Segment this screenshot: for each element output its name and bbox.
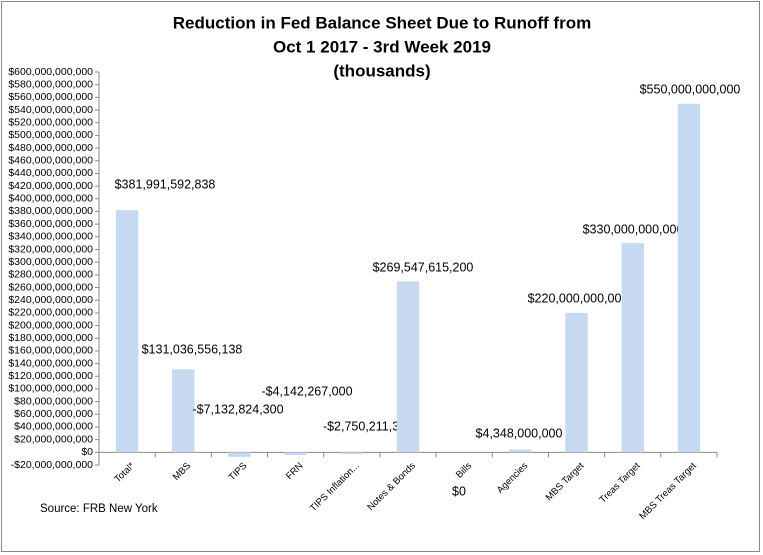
y-tick-label: $520,000,000,000: [8, 116, 93, 128]
bar: [284, 452, 307, 455]
y-tick-label: $240,000,000,000: [8, 294, 93, 306]
value-label: $330,000,000,000: [583, 222, 684, 236]
y-tick-label: $280,000,000,000: [8, 269, 93, 281]
y-tick-label: $580,000,000,000: [8, 78, 93, 90]
bar: [565, 312, 588, 453]
value-label: -$2,750,211,365: [323, 419, 413, 433]
y-tick-label: $380,000,000,000: [8, 205, 93, 217]
source-note: Source: FRB New York: [40, 503, 158, 515]
bar: [228, 452, 251, 457]
chart-title: (thousands): [333, 61, 430, 80]
y-tick-label: $140,000,000,000: [8, 357, 93, 369]
y-tick-label: $80,000,000,000: [14, 395, 93, 407]
value-label: $550,000,000,000: [640, 82, 741, 96]
y-tick-label: $160,000,000,000: [8, 345, 93, 357]
y-tick-label: $500,000,000,000: [8, 129, 93, 141]
value-label: -$4,142,267,000: [261, 384, 352, 398]
value-label: $220,000,000,000: [528, 291, 629, 305]
y-tick-label: $420,000,000,000: [8, 180, 93, 192]
bar: [621, 243, 644, 453]
y-tick-label: $340,000,000,000: [8, 231, 93, 243]
y-tick-label: $460,000,000,000: [8, 155, 93, 167]
bar: [115, 210, 139, 453]
value-label: -$7,132,824,300: [192, 402, 283, 416]
y-tick-label: $600,000,000,000: [8, 66, 93, 78]
y-tick-label: $540,000,000,000: [8, 104, 93, 116]
bar: [340, 452, 364, 455]
y-tick-label: $360,000,000,000: [8, 218, 93, 230]
chart-title: Oct 1 2017 - 3rd Week 2019: [273, 37, 491, 56]
y-tick-label: $60,000,000,000: [14, 408, 93, 420]
y-tick-label: $100,000,000,000: [8, 383, 93, 395]
y-tick-label: $400,000,000,000: [8, 193, 93, 205]
bar: [677, 103, 701, 453]
value-label: $381,991,592,838: [115, 177, 216, 191]
bar: [172, 369, 195, 453]
y-tick-label: $180,000,000,000: [8, 332, 93, 344]
y-tick-label: $220,000,000,000: [8, 307, 93, 319]
y-tick-label: $0: [81, 446, 93, 458]
y-tick-label: $200,000,000,000: [8, 319, 93, 331]
bar: [509, 449, 532, 453]
y-tick-label: $480,000,000,000: [8, 142, 93, 154]
y-tick-label: $260,000,000,000: [8, 281, 93, 293]
y-tick-label: $440,000,000,000: [8, 167, 93, 179]
y-tick-label: $560,000,000,000: [8, 91, 93, 103]
value-label: $269,547,615,200: [373, 260, 474, 274]
y-tick-label: $20,000,000,000: [14, 433, 93, 445]
y-tick-label: $300,000,000,000: [8, 256, 93, 268]
chart-title: Reduction in Fed Balance Sheet Due to Ru…: [173, 13, 591, 32]
y-tick-label: $40,000,000,000: [14, 421, 93, 433]
value-label: $4,348,000,000: [476, 426, 563, 440]
y-tick-label: -$20,000,000,000: [11, 459, 93, 471]
y-tick-label: $120,000,000,000: [8, 370, 93, 382]
value-label: $131,036,556,138: [142, 342, 243, 356]
y-tick-label: $320,000,000,000: [8, 243, 93, 255]
value-label: $0: [452, 484, 466, 498]
bar: [396, 281, 420, 453]
